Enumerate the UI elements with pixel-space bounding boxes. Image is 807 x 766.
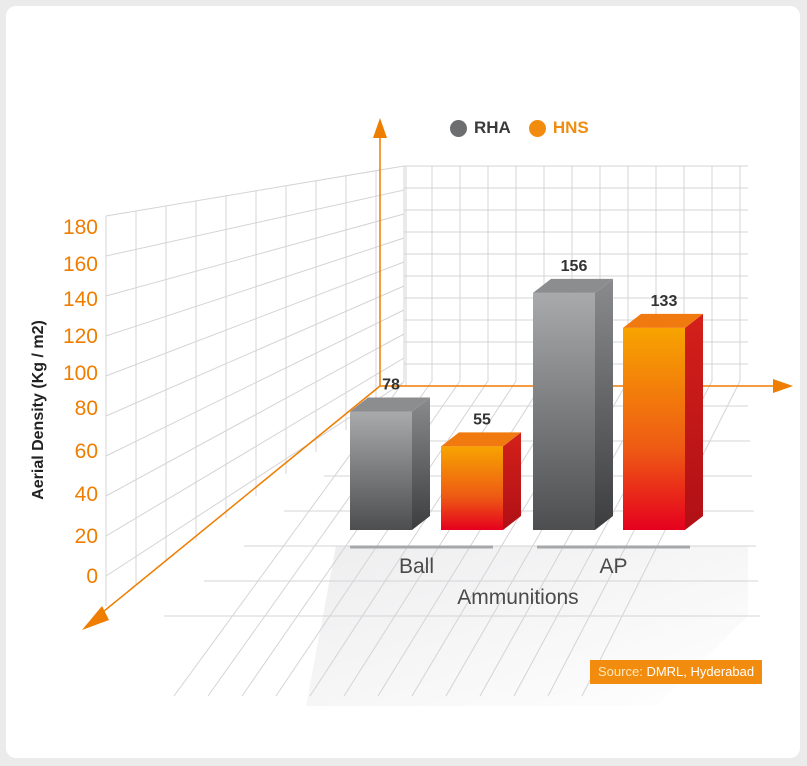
legend-item-hns: HNS bbox=[528, 118, 589, 138]
grid-line bbox=[105, 237, 405, 337]
legend-item-rha: RHA bbox=[450, 118, 511, 138]
data-label-rha-ap: 156 bbox=[561, 258, 588, 275]
grid-line bbox=[105, 165, 405, 217]
z-axis-arrow bbox=[82, 606, 109, 630]
y-tick-label: 0 bbox=[86, 565, 98, 588]
grid-line bbox=[105, 357, 405, 537]
source-label: Source: bbox=[598, 664, 643, 679]
y-axis-label: Aerial Density (Kg / m2) bbox=[30, 320, 47, 500]
y-tick-label: 160 bbox=[63, 253, 98, 276]
bar-side-hns-ap bbox=[685, 313, 703, 530]
data-label-hns-ap: 133 bbox=[651, 293, 678, 310]
grid-line bbox=[581, 380, 741, 697]
chart-svg: 0 20 40 60 80 100 120 140 160 180 78 156 55 133 Ball A… bbox=[63, 118, 793, 706]
bar-hns-ball bbox=[441, 446, 503, 530]
y-tick-label: 80 bbox=[75, 397, 98, 420]
data-label-hns-ball: 55 bbox=[473, 411, 491, 428]
y-tick-label: 20 bbox=[75, 525, 98, 548]
z-axis bbox=[97, 385, 381, 617]
y-tick-label: 180 bbox=[63, 216, 98, 239]
bar-rha-ball bbox=[350, 411, 412, 530]
bars bbox=[350, 278, 703, 530]
bar-top-hns-ap bbox=[623, 313, 703, 328]
legend-label-rha: RHA bbox=[474, 118, 511, 137]
bar-hns-ap bbox=[623, 327, 685, 530]
legend-swatch-rha bbox=[450, 119, 467, 137]
grid-line bbox=[105, 333, 405, 497]
y-tick-label: 140 bbox=[63, 288, 98, 311]
grid-line bbox=[105, 213, 405, 297]
y-tick-label: 120 bbox=[63, 325, 98, 348]
x-axis-label: Ammunitions bbox=[457, 586, 578, 609]
y-ticks: 0 20 40 60 80 100 120 140 160 180 bbox=[63, 216, 98, 588]
y-tick-label: 40 bbox=[75, 483, 98, 506]
grid-line bbox=[105, 309, 405, 457]
grid-line bbox=[275, 380, 489, 697]
bar-side-rha-ball bbox=[412, 397, 430, 530]
legend-swatch-hns bbox=[528, 119, 546, 137]
y-tick-label: 60 bbox=[75, 440, 98, 463]
chart-card: 0 20 40 60 80 100 120 140 160 180 78 156 55 133 Ball A… bbox=[6, 6, 800, 758]
grid-line bbox=[105, 285, 405, 417]
y-axis-arrow bbox=[373, 118, 387, 138]
grid-line bbox=[105, 261, 405, 377]
x-tick-label-ap: AP bbox=[599, 555, 627, 578]
bar-side-hns-ball bbox=[503, 432, 521, 530]
data-label-rha-ball: 78 bbox=[382, 376, 400, 393]
labels: 78 156 55 133 Ball AP Ammunitions bbox=[350, 258, 690, 609]
bar-top-hns-ball bbox=[441, 432, 521, 447]
legend-label-hns: HNS bbox=[552, 118, 589, 137]
grid-line bbox=[105, 189, 405, 257]
bar-rha-ap bbox=[533, 292, 595, 530]
x-tick-label-ball: Ball bbox=[399, 555, 434, 578]
bar-top-rha-ap bbox=[533, 278, 613, 293]
bar-top-rha-ball bbox=[350, 397, 430, 412]
y-tick-label: 100 bbox=[63, 362, 98, 385]
source-badge: Source: DMRL, Hyderabad bbox=[590, 660, 763, 684]
legend: RHA HNS bbox=[450, 118, 601, 138]
source-text: DMRL, Hyderabad bbox=[646, 664, 755, 679]
x-axis-arrow bbox=[773, 379, 793, 393]
bar-side-rha-ap bbox=[595, 278, 613, 530]
